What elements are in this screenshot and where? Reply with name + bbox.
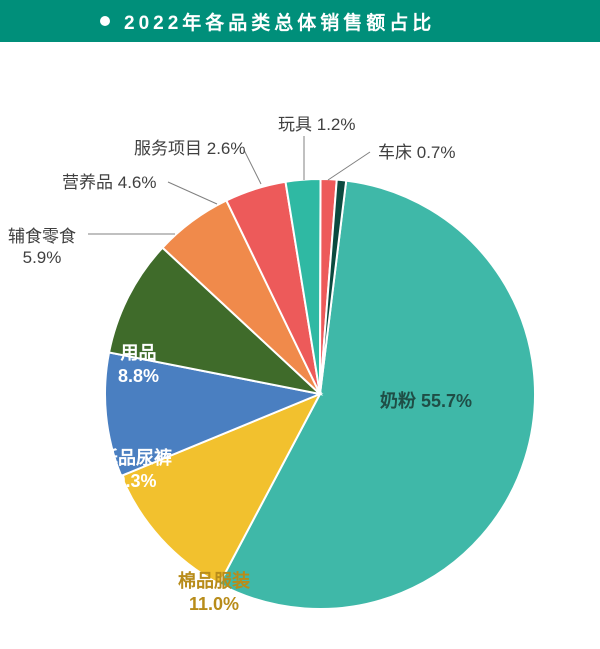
slice-label-name: 辅食零食 [8, 227, 76, 246]
slice-label-name: 奶粉 [380, 391, 416, 411]
slice-label-value: 2.6% [207, 139, 246, 158]
slice-label: 营养品 4.6% [62, 172, 156, 193]
slice-label-name: 纸品尿裤 [100, 448, 172, 468]
slice-label-value: 8.8% [118, 366, 159, 386]
slice-label-value: 55.7% [421, 391, 472, 411]
slice-label: 服务项目 2.6% [134, 138, 245, 159]
slice-label: 车床 0.7% [378, 142, 455, 163]
slice-label-name: 服务项目 [134, 139, 202, 158]
pie-chart: 奶粉 55.7% 棉品服装 11.0% 纸品尿裤 9.3% 用品 8.8% 辅食零食 5.9% 营… [0, 42, 600, 649]
slice-label-value: 1.2% [317, 115, 356, 134]
leader-line [168, 182, 217, 204]
slice-label: 玩具 1.2% [278, 114, 355, 135]
slice-label-value: 4.6% [118, 173, 157, 192]
slice-label-value: 11.0% [189, 594, 239, 614]
slice-label: 辅食零食 5.9% [8, 226, 76, 269]
slice-label-name: 车床 [378, 143, 412, 162]
leader-line [328, 152, 370, 180]
chart-title: 2022年各品类总体销售额占比 [124, 8, 435, 35]
chart-header: 2022年各品类总体销售额占比 [0, 0, 600, 42]
bullet-icon [100, 16, 110, 26]
slice-label: 奶粉 55.7% [380, 390, 472, 413]
slice-label: 纸品尿裤 9.3% [100, 447, 172, 492]
slice-label-name: 营养品 [62, 173, 113, 192]
slice-label-value: 5.9% [23, 248, 62, 267]
slice-label-value: 9.3% [115, 471, 156, 491]
slice-label-name: 用品 [121, 343, 157, 363]
slice-label-value: 0.7% [417, 143, 456, 162]
slice-label: 棉品服装 11.0% [178, 570, 250, 615]
leader-line [244, 150, 261, 184]
slice-label: 用品 8.8% [118, 342, 159, 387]
slice-label-name: 棉品服装 [178, 571, 250, 591]
slice-label-name: 玩具 [278, 115, 312, 134]
